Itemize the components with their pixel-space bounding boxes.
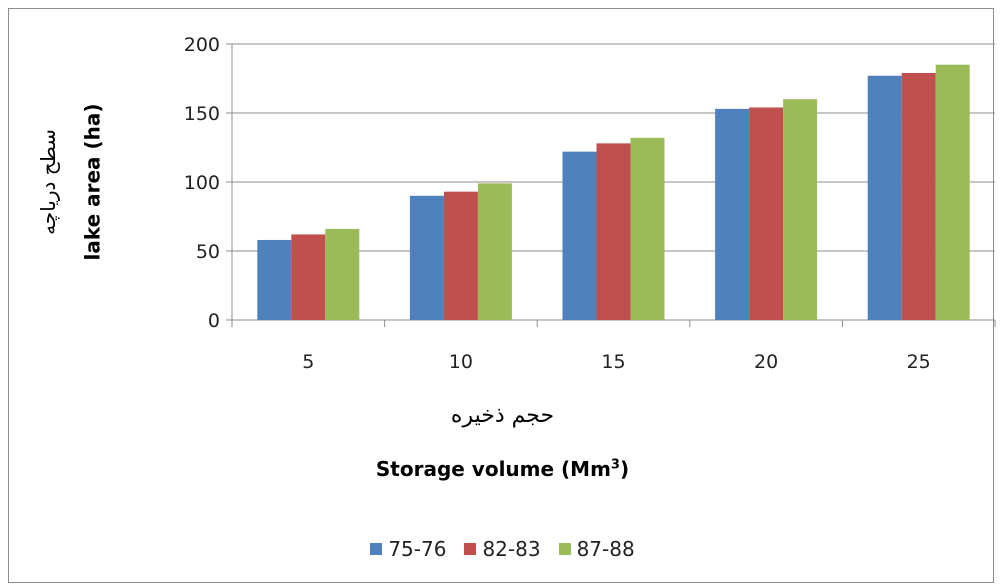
bar <box>291 234 326 320</box>
legend-item: 75-76 <box>370 537 446 561</box>
x-axis-title-english-text: Storage volume (Mm <box>375 457 611 481</box>
x-tick-label: 10 <box>449 351 473 373</box>
bar <box>901 72 936 320</box>
bar <box>562 151 597 320</box>
legend-label: 75-76 <box>388 537 447 561</box>
legend-item: 82-83 <box>464 537 541 561</box>
y-tick-label: 50 <box>196 241 220 263</box>
legend-swatch <box>370 543 383 555</box>
bar <box>867 75 902 321</box>
bar <box>477 183 512 320</box>
y-tick-label: 0 <box>208 310 220 332</box>
bar <box>443 191 478 320</box>
legend: 75-76 82-83 87-88 <box>0 537 1005 561</box>
legend-label: 82-83 <box>482 537 541 561</box>
bar <box>715 108 750 320</box>
x-axis-title-english: Storage volume (Mm3) <box>0 457 1005 481</box>
legend-swatch <box>558 543 571 555</box>
x-tick-label: 15 <box>601 351 625 373</box>
x-axis-title-english-close: ) <box>619 457 630 481</box>
y-tick-label: 150 <box>184 103 220 125</box>
bar <box>325 228 360 320</box>
y-axis-title-english: lake area (ha) <box>80 103 105 261</box>
bar <box>409 195 444 320</box>
x-axis-title-superscript: 3 <box>610 457 620 473</box>
x-axis-title-persian: حجم ذخیره <box>450 403 555 428</box>
y-axis-title-persian: سطح دریاچه <box>35 129 60 235</box>
legend-label: 87-88 <box>576 537 635 561</box>
y-tick-label: 100 <box>184 172 220 194</box>
x-tick-label: 25 <box>907 351 931 373</box>
bar <box>630 137 665 320</box>
bar <box>749 107 784 320</box>
legend-swatch <box>464 543 477 555</box>
bar <box>935 64 970 320</box>
y-tick-label: 200 <box>184 34 220 56</box>
bar <box>596 143 631 320</box>
legend-item: 87-88 <box>558 537 635 561</box>
x-tick-label: 5 <box>302 351 314 373</box>
bar <box>783 99 818 320</box>
x-tick-label: 20 <box>754 351 778 373</box>
bar <box>257 239 292 320</box>
